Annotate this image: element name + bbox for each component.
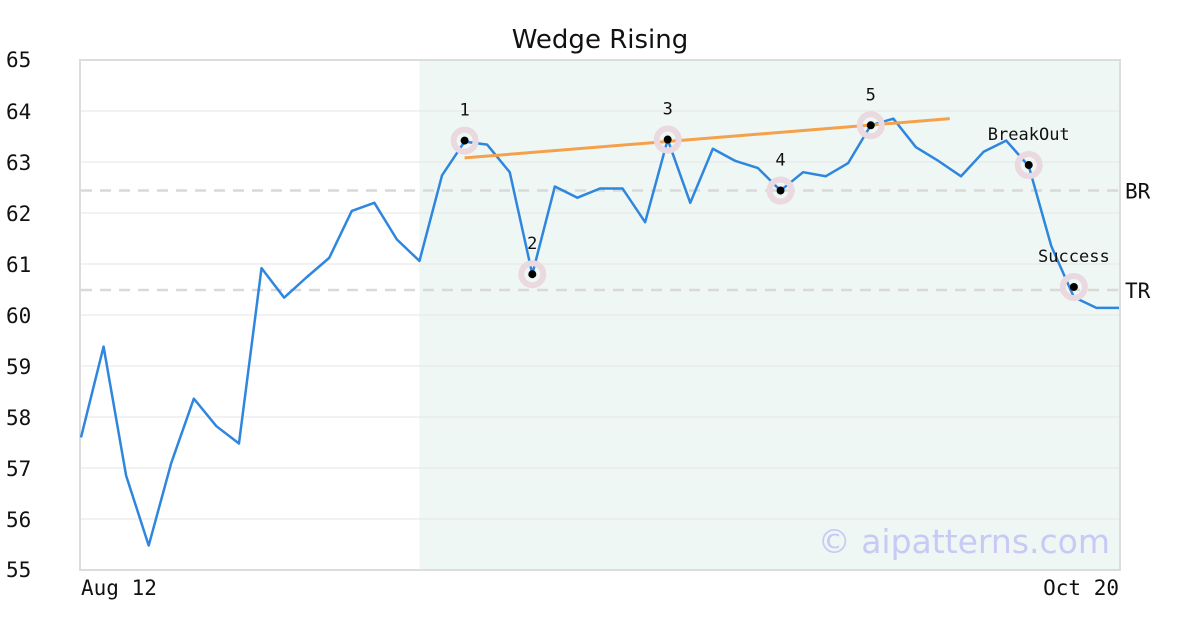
watermark: © aipatterns.com xyxy=(818,522,1110,561)
key-point-marker xyxy=(866,121,875,130)
key-point-marker xyxy=(1024,161,1033,170)
key-point-label: 4 xyxy=(775,151,785,171)
key-point-label: 5 xyxy=(866,85,876,105)
y-tick-label: 56 xyxy=(6,508,31,532)
y-tick-label: 64 xyxy=(6,100,31,124)
reference-line-label: TR xyxy=(1125,279,1151,303)
key-point-label: 2 xyxy=(527,234,537,254)
key-point-halo xyxy=(856,111,885,140)
key-point-marker xyxy=(528,270,537,279)
key-point-halo xyxy=(450,126,479,155)
key-point-marker xyxy=(663,135,672,144)
y-tick-label: 57 xyxy=(6,457,31,481)
x-tick-label-end: Oct 20 xyxy=(1043,576,1119,600)
key-point-label: BreakOut xyxy=(988,125,1070,145)
x-tick-label-start: Aug 12 xyxy=(81,576,157,600)
chart-title: Wedge Rising xyxy=(512,25,689,55)
y-tick-label: 63 xyxy=(6,151,31,175)
y-tick-label: 65 xyxy=(6,48,31,72)
key-point-marker xyxy=(1069,282,1078,291)
plot-frame xyxy=(79,59,1121,571)
y-tick-label: 60 xyxy=(6,304,31,328)
key-point-halo xyxy=(518,260,547,289)
key-point-label: Success xyxy=(1038,247,1110,267)
key-point-label: 1 xyxy=(459,101,469,121)
key-point-halo xyxy=(1059,272,1088,301)
key-point-halo xyxy=(766,176,795,205)
y-tick-label: 61 xyxy=(6,253,31,277)
key-point-halo xyxy=(653,125,682,154)
price-line xyxy=(79,117,1119,547)
y-tick-label: 55 xyxy=(6,558,31,582)
key-point-halo xyxy=(1014,151,1043,180)
reference-line-label: BR xyxy=(1125,180,1151,204)
key-point-marker xyxy=(776,186,785,195)
y-tick-label: 59 xyxy=(6,355,31,379)
key-point-marker xyxy=(460,136,469,145)
y-tick-label: 62 xyxy=(6,202,31,226)
y-tick-label: 58 xyxy=(6,406,31,430)
key-point-label: 3 xyxy=(663,100,673,120)
